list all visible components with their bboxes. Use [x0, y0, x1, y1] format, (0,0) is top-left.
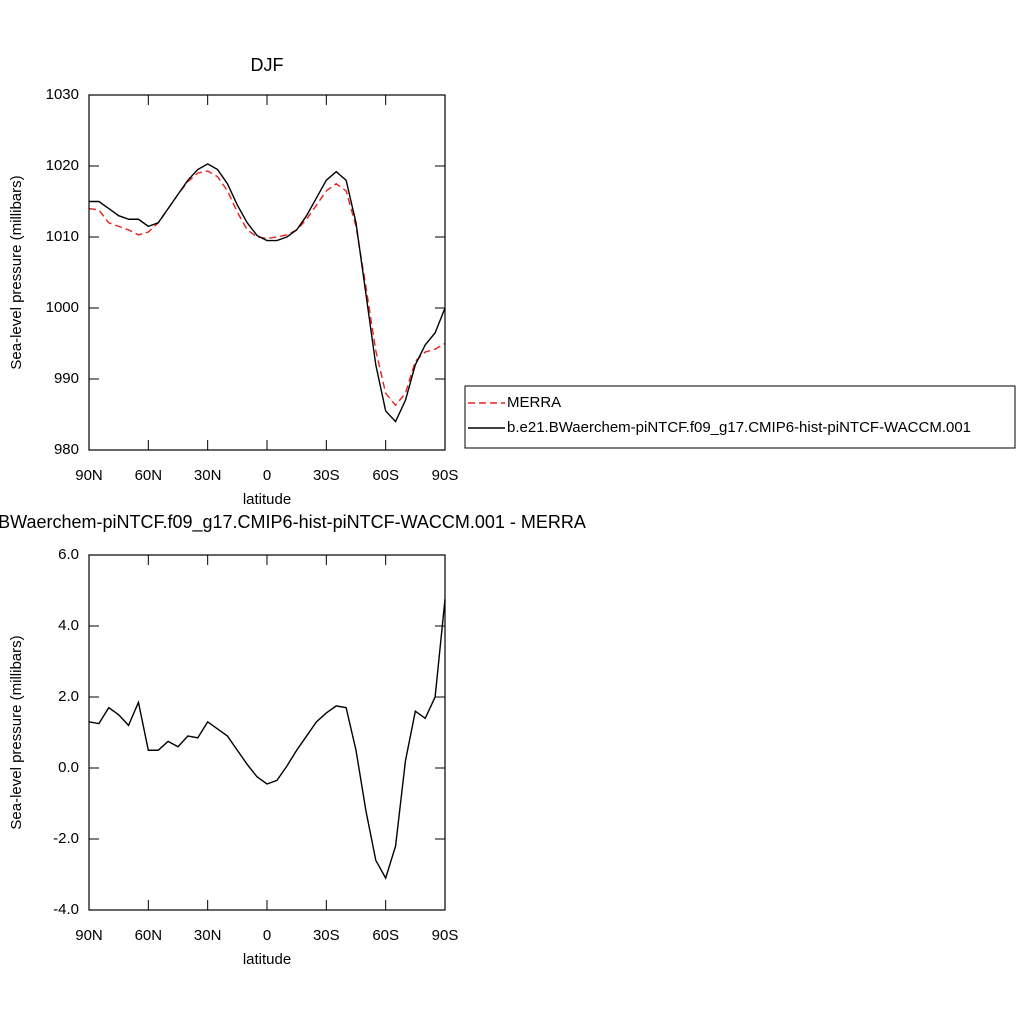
- data-line: [89, 163, 446, 423]
- x-tick-label: 30S: [313, 927, 340, 944]
- x-tick-label: 90N: [75, 467, 103, 484]
- chart-title: DJF: [251, 55, 284, 75]
- x-axis-label: latitude: [243, 951, 291, 968]
- y-tick-label: 6.0: [58, 546, 79, 563]
- y-tick-label: 2.0: [58, 688, 79, 705]
- x-tick-label: 90N: [75, 927, 103, 944]
- x-tick-label: 0: [263, 467, 271, 484]
- y-tick-label: 4.0: [58, 617, 79, 634]
- y-tick-label: -2.0: [53, 830, 79, 847]
- y-tick-label: 1020: [46, 157, 79, 174]
- data-line: [88, 599, 446, 880]
- y-tick-label: 1010: [46, 228, 79, 245]
- y-axis-label: Sea-level pressure (millibars): [8, 175, 25, 369]
- y-tick-label: 980: [54, 441, 79, 458]
- y-tick-label: 1030: [46, 86, 79, 103]
- legend-label: MERRA: [507, 394, 561, 411]
- x-tick-label: 0: [263, 927, 271, 944]
- x-tick-label: 90S: [432, 467, 459, 484]
- x-tick-label: 90S: [432, 927, 459, 944]
- x-tick-label: 60N: [135, 467, 163, 484]
- x-tick-label: 30S: [313, 467, 340, 484]
- data-line: [88, 170, 446, 407]
- x-tick-label: 30N: [194, 927, 222, 944]
- legend-box: [464, 385, 1016, 449]
- y-axis-label: Sea-level pressure (millibars): [8, 635, 25, 829]
- y-tick-label: 0.0: [58, 759, 79, 776]
- y-tick-label: 1000: [46, 299, 79, 316]
- x-tick-label: 30N: [194, 467, 222, 484]
- plot-frame: [88, 94, 446, 451]
- x-tick-label: 60S: [372, 467, 399, 484]
- y-tick-label: 990: [54, 370, 79, 387]
- plot-frame: [88, 554, 446, 911]
- legend-label: b.e21.BWaerchem-piNTCF.f09_g17.CMIP6-his…: [507, 419, 971, 436]
- x-axis-label: latitude: [243, 491, 291, 508]
- y-tick-label: -4.0: [53, 901, 79, 918]
- x-tick-label: 60N: [135, 927, 163, 944]
- x-tick-label: 60S: [372, 927, 399, 944]
- chart-title: b.e21.BWaerchem-piNTCF.f09_g17.CMIP6-his…: [0, 512, 586, 533]
